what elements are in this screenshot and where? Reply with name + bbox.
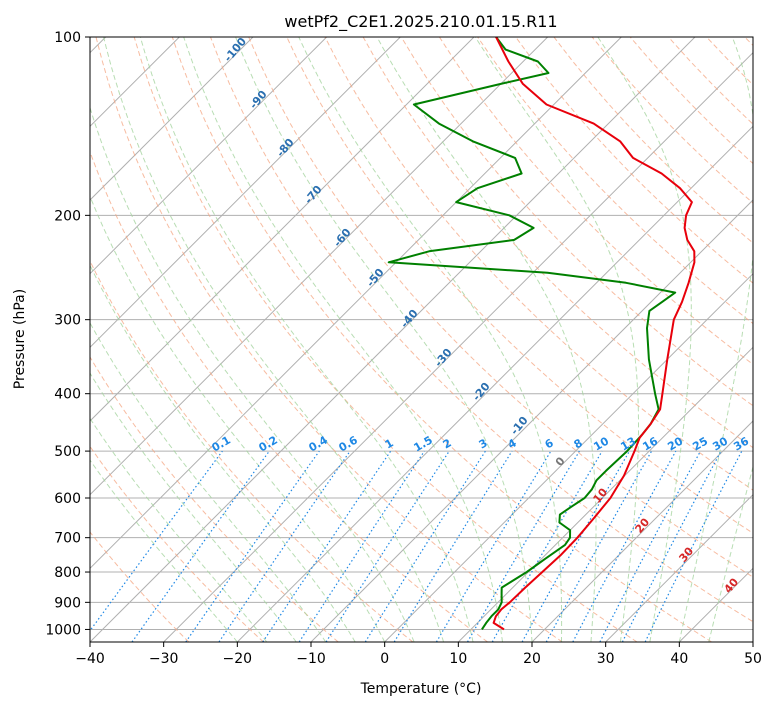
y-tick-label: 500 <box>54 444 81 460</box>
dry-adiabat-line <box>90 150 488 642</box>
mixing-ratio-line <box>218 450 351 642</box>
moist-adiabat-line <box>90 195 386 642</box>
moist-adiabat-line <box>376 37 597 642</box>
dry-adiabat-line <box>248 37 753 578</box>
isotherm-line <box>90 37 549 496</box>
dry-adiabat-line <box>90 356 339 642</box>
x-tick-label: −10 <box>296 651 326 667</box>
x-tick-label: 50 <box>744 651 762 667</box>
y-axis-label: Pressure (hPa) <box>12 289 28 389</box>
x-tick-label: 40 <box>670 651 688 667</box>
isotherm-line <box>384 272 753 642</box>
y-tick-label: 800 <box>54 565 81 581</box>
x-tick-label: 0 <box>380 651 389 667</box>
dry-adiabat-line <box>95 37 563 642</box>
isotherm-line <box>531 420 753 642</box>
moist-adiabat-line <box>708 465 753 642</box>
x-tick-label: 20 <box>523 651 541 667</box>
mixing-ratio-line <box>185 450 320 642</box>
mixing-ratio-line <box>572 450 677 642</box>
mixing-ratio-line <box>298 450 425 642</box>
y-tick-label: 900 <box>54 595 81 611</box>
mixing-ratio-line <box>521 450 631 642</box>
dry-adiabat-line <box>133 37 638 642</box>
background-lines <box>90 37 753 642</box>
y-tick-label: 700 <box>54 531 81 547</box>
dry-adiabat-line <box>171 37 712 642</box>
moist-adiabat-line <box>90 372 297 642</box>
temperature-series-line <box>492 37 696 631</box>
isotherm-line <box>605 493 753 642</box>
x-axis-label: Temperature (°C) <box>360 681 482 697</box>
mixing-ratio-line <box>545 450 653 642</box>
isotherm-line <box>90 37 254 201</box>
isotherm-line <box>457 346 753 642</box>
moist-adiabat-line <box>298 37 563 642</box>
mixing-ratio-line <box>262 450 392 642</box>
dry-adiabat-line <box>438 37 753 366</box>
dry-adiabat-line <box>90 259 414 642</box>
isotherm-line <box>236 125 753 642</box>
dry-adiabat-line <box>90 531 190 642</box>
moist-adiabat-line <box>90 321 327 642</box>
dry-adiabat-line <box>324 37 753 491</box>
x-tick-label: 30 <box>597 651 615 667</box>
x-tick-label: −30 <box>149 651 179 667</box>
moist-adiabat-line <box>103 37 445 642</box>
y-tick-label: 400 <box>54 387 81 403</box>
moist-adiabat-line <box>139 37 474 642</box>
moist-adiabat-line <box>183 37 503 642</box>
y-tick-label: 200 <box>54 208 81 224</box>
dry-adiabat-line <box>400 37 753 407</box>
x-tick-label: −20 <box>223 651 253 667</box>
mixing-ratio-line <box>90 450 223 632</box>
y-tick-label: 1000 <box>45 622 81 638</box>
dry-adiabat-line <box>210 37 753 623</box>
chart-title: wetPf2_C2E1.2025.210.01.15.R11 <box>284 12 557 32</box>
sounding-curves <box>387 37 696 631</box>
x-tick-label: −40 <box>75 651 105 667</box>
moist-adiabat-line <box>678 37 753 642</box>
isotherm-line <box>90 37 328 275</box>
moist-adiabat-line <box>90 459 238 642</box>
dry-adiabat-line <box>90 445 264 642</box>
mixing-ratio-line <box>325 450 450 642</box>
moist-adiabat-line <box>235 37 533 642</box>
isotherm-line <box>90 37 401 349</box>
y-tick-label: 100 <box>54 30 81 46</box>
mixing-ratio-line <box>131 450 270 642</box>
mixing-ratio-line <box>393 450 513 642</box>
isotherm-line <box>163 51 753 642</box>
moist-adiabat-line <box>90 417 268 642</box>
axes: −40 −30 −20 −10 0 10 20 30 40 50 100 200 300 400 500 60… <box>45 30 762 667</box>
dewpoint-series-line <box>387 37 677 630</box>
moist-adiabat-line <box>597 37 692 642</box>
isotherm-line <box>90 37 475 422</box>
y-tick-label: 300 <box>54 313 81 329</box>
y-tick-label: 600 <box>54 491 81 507</box>
x-tick-label: 10 <box>449 651 467 667</box>
moist-adiabat-line <box>90 264 356 642</box>
isotherm-line <box>90 37 696 642</box>
isotherm-line <box>90 37 622 570</box>
plot-frame <box>89 36 754 643</box>
mixing-ratio-line <box>644 450 743 642</box>
isotherm-line <box>752 641 753 642</box>
